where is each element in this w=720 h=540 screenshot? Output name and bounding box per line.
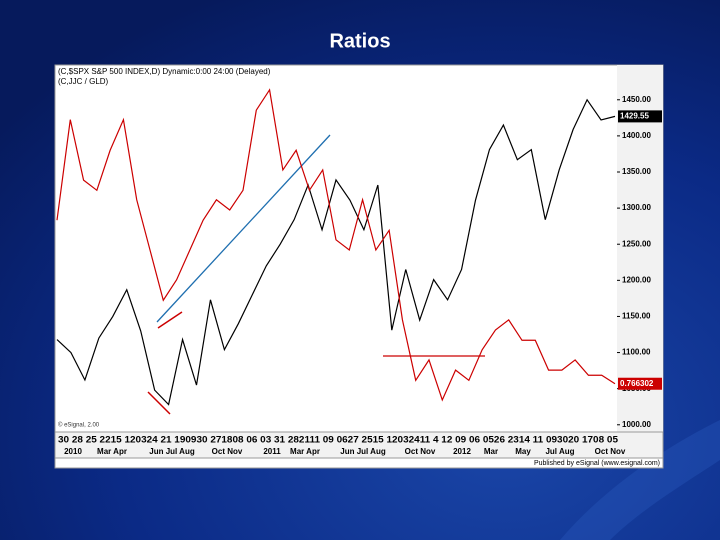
y-tick-label: 1450.00	[622, 95, 651, 104]
x-labels-top: 30 28 25 2215 120324 21 190930 271808 06…	[58, 434, 618, 444]
price-axis-bg	[617, 65, 663, 432]
x-label: Mar Apr	[290, 447, 320, 456]
series-line	[56, 88, 616, 402]
y-tick-label: 1200.00	[622, 275, 651, 284]
y-tick-label: 1000.00	[622, 420, 651, 429]
x-label: Mar Apr	[97, 447, 127, 456]
swirl	[560, 420, 720, 540]
slide-title: Ratios	[329, 30, 390, 52]
x-label: Jun Jul Aug	[149, 447, 195, 456]
y-tick-label: 1100.00	[622, 348, 651, 357]
header-line: (C,JJC / GLD)	[58, 77, 109, 86]
y-tick-label: 1150.00	[622, 312, 651, 321]
annotation-line	[147, 391, 171, 415]
x-label: Oct Nov	[212, 447, 243, 456]
last-value-box	[618, 110, 662, 123]
y-tick-label: 1400.00	[622, 131, 651, 140]
header-line: (C,$SPX S&P 500 INDEX,D) Dynamic:0:00 24…	[58, 67, 271, 76]
x-label: May	[515, 447, 531, 456]
x-label: 2011	[263, 447, 281, 456]
footer: Published by eSignal (www.esignal.com)	[534, 460, 660, 467]
chart-frame	[54, 64, 664, 469]
last-value-box	[618, 377, 662, 390]
x-label: 2012	[453, 447, 471, 456]
last-value-label: 0.766302	[620, 379, 654, 388]
x-label: Jun Jul Aug	[340, 447, 386, 456]
annotation-line	[157, 311, 183, 329]
y-tick-label: 1350.00	[622, 167, 651, 176]
series-line	[56, 98, 616, 406]
y-tick-label: 1250.00	[622, 239, 651, 248]
time-axis-bg	[54, 431, 664, 459]
x-label: 2010	[64, 447, 82, 456]
x-label: Jul Aug	[545, 447, 574, 456]
x-label: Oct Nov	[405, 447, 436, 456]
last-value-label: 1429.55	[620, 111, 649, 120]
watermark: © eSignal, 2.00	[58, 422, 100, 429]
y-tick-label: 1300.00	[622, 203, 651, 212]
x-label: Oct Nov	[595, 447, 626, 456]
x-label: Mar	[484, 447, 498, 456]
